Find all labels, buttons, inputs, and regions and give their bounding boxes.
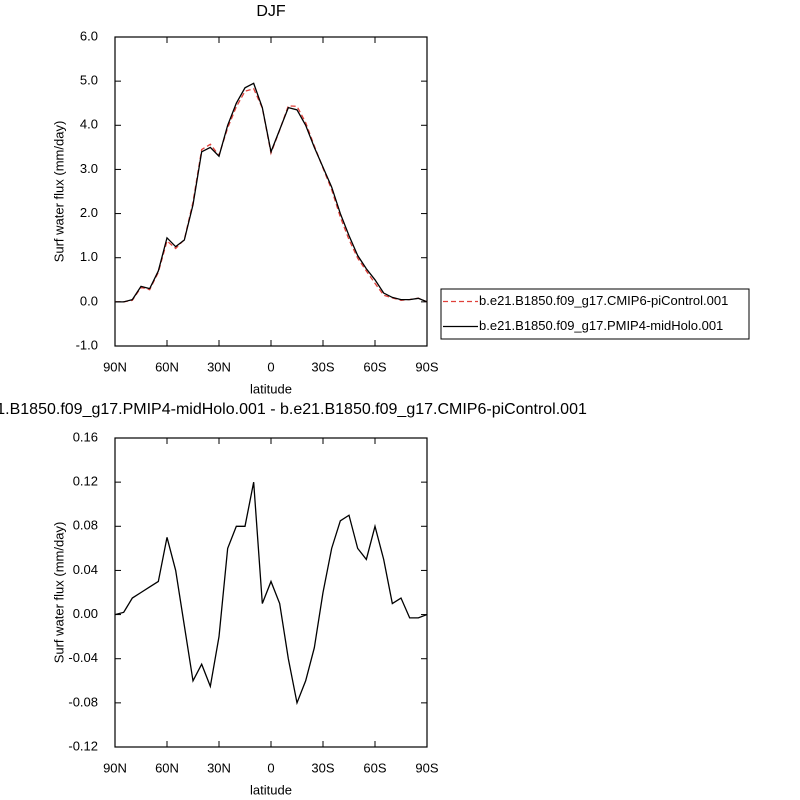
data-line [115, 82, 428, 303]
legend-label: b.e21.B1850.f09_g17.CMIP6-piControl.001 [479, 293, 728, 308]
x-tick-label: 90S [415, 760, 438, 775]
y-tick-label: 4.0 [80, 117, 98, 132]
legend-box [440, 288, 750, 340]
x-tick-label: 90N [103, 760, 127, 775]
x-tick-label: 60N [155, 760, 179, 775]
chart-title: b.e21.B1850.f09_g17.PMIP4-midHolo.001 - … [0, 401, 587, 418]
x-tick-label: 30S [311, 760, 334, 775]
data-line [115, 87, 428, 303]
y-tick-label: -0.12 [68, 738, 98, 753]
y-tick-label: 2.0 [80, 205, 98, 220]
data-line [114, 482, 428, 706]
y-tick-label: 5.0 [80, 73, 98, 88]
x-tick-label: 30S [311, 359, 334, 374]
y-tick-label: 0.00 [73, 606, 98, 621]
y-tick-label: 0.0 [80, 293, 98, 308]
y-tick-label: 3.0 [80, 161, 98, 176]
y-tick-label: -0.08 [68, 694, 98, 709]
y-tick-label: 0.12 [73, 474, 98, 489]
x-tick-label: 0 [267, 359, 274, 374]
x-tick-label: 60S [363, 760, 386, 775]
x-tick-label: 90N [103, 359, 127, 374]
plot-frame [114, 36, 428, 347]
y-axis-label: Surf water flux (mm/day) [51, 522, 66, 664]
y-axis-label: Surf water flux (mm/day) [51, 121, 66, 263]
y-tick-label: -0.04 [68, 650, 98, 665]
x-tick-label: 0 [267, 760, 274, 775]
plot-frame [114, 437, 428, 748]
legend-label: b.e21.B1850.f09_g17.PMIP4-midHolo.001 [479, 318, 723, 333]
x-axis-label: latitude [250, 782, 292, 797]
x-tick-label: 30N [207, 359, 231, 374]
x-tick-label: 60S [363, 359, 386, 374]
x-tick-label: 60N [155, 359, 179, 374]
y-tick-label: -1.0 [76, 337, 98, 352]
x-tick-label: 30N [207, 760, 231, 775]
y-tick-label: 0.08 [73, 518, 98, 533]
y-tick-label: 0.04 [73, 562, 98, 577]
chart-title: DJF [256, 3, 286, 20]
y-tick-label: 1.0 [80, 249, 98, 264]
y-tick-label: 0.16 [73, 429, 98, 444]
x-tick-label: 90S [415, 359, 438, 374]
y-tick-label: 6.0 [80, 28, 98, 43]
x-axis-label: latitude [250, 381, 292, 396]
